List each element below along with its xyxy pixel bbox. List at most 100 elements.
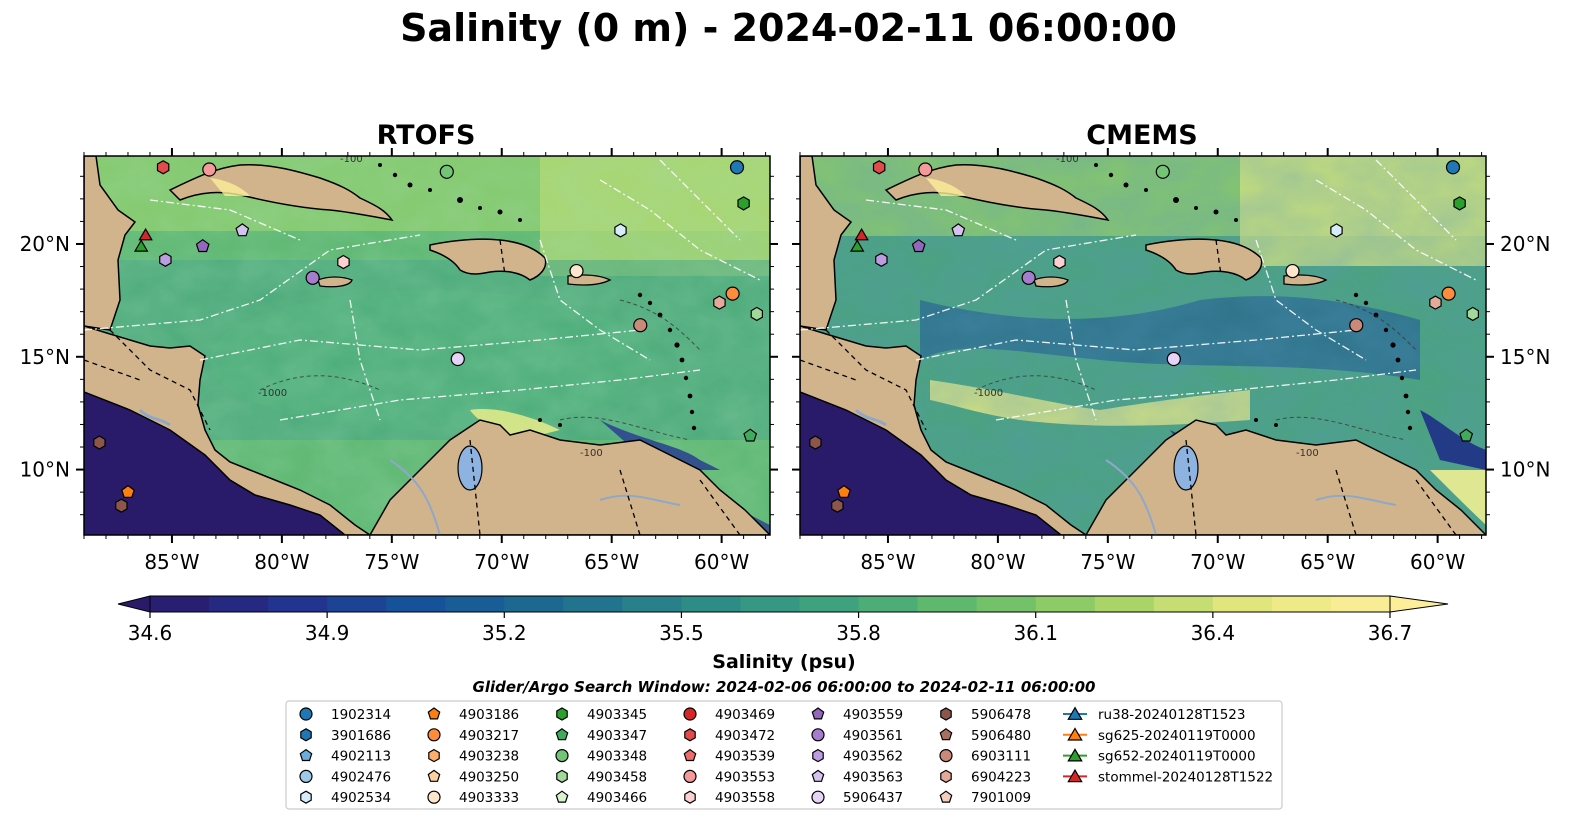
lon-tick-label: 80°W	[254, 550, 309, 574]
platform-marker-6903111	[1349, 318, 1364, 333]
legend-label: sg625-20240119T0000	[1098, 728, 1256, 744]
colorbar-segment	[1271, 596, 1332, 612]
platform-marker-5906478	[93, 435, 106, 450]
lon-tick-label: 70°W	[1190, 550, 1245, 574]
lon-tick-label: 70°W	[474, 550, 529, 574]
platform-marker-4903333	[569, 263, 584, 279]
legend-label: 4903539	[715, 749, 775, 765]
platform-marker-4903562	[875, 252, 888, 267]
legend: 1902314 3901686 4902113 4902476 4902534 49031…	[285, 700, 1283, 810]
colorbar-segment	[1153, 596, 1214, 612]
lake-maracaibo	[457, 445, 483, 491]
colorbar-tick-label: 36.1	[1013, 621, 1058, 645]
platform-marker-3901686	[1453, 196, 1466, 211]
map-axis-ticks: 85°W 80°W 75°W 70°W 65°W 60°W 20°N 15°N 10°N 85°W…	[20, 148, 1550, 574]
legend-label: ru38-20240128T1523	[1098, 707, 1245, 723]
platform-marker-4903458	[750, 306, 764, 322]
search-window-text: Glider/Argo Search Window: 2024-02-06 06…	[473, 678, 1096, 696]
colorbar-segment	[386, 596, 446, 612]
legend-marker	[684, 790, 696, 804]
pacific-ocean	[84, 392, 345, 535]
central-america-land	[800, 325, 1088, 535]
lesser-antilles	[1254, 292, 1413, 431]
colorbar-tick-label: 35.8	[836, 621, 881, 645]
legend-label: 4903186	[459, 707, 519, 723]
legend-marker	[1067, 706, 1083, 720]
lon-tick-label: 60°W	[694, 550, 749, 574]
lon-tick-label: 65°W	[1300, 550, 1355, 574]
legend-marker	[1067, 727, 1083, 741]
platform-marker-5906480	[115, 498, 128, 513]
central-america-land	[84, 325, 372, 535]
colorbar-segment	[681, 596, 741, 612]
lat-tick-label: 15°N	[20, 345, 70, 369]
country-borders	[800, 239, 1457, 535]
cuba-land	[168, 163, 394, 222]
bathymetry-contours	[259, 299, 701, 441]
legend-label: 4903558	[715, 790, 775, 806]
legend-marker	[299, 707, 313, 721]
platform-marker-4903333	[1285, 263, 1300, 279]
legend-label: 4903348	[587, 749, 647, 765]
bathymetry-contours	[975, 299, 1417, 441]
platform-markers-rtofs	[93, 160, 764, 513]
platform-marker-1902314	[729, 160, 745, 175]
legend-marker	[1067, 768, 1083, 783]
colorbar-segment	[209, 596, 269, 612]
legend-marker	[427, 728, 441, 742]
legend-label: 3901686	[331, 728, 391, 744]
colorbar-segment	[622, 596, 682, 612]
legend-marker	[556, 769, 568, 784]
colorbar-segment	[327, 596, 387, 612]
eez-boundaries	[800, 159, 1477, 421]
legend-marker	[556, 707, 568, 721]
platform-marker-4903562	[159, 252, 172, 267]
map-panel-cmems: -1000 -100 -100	[800, 154, 1486, 535]
platform-marker-4903347	[1459, 428, 1474, 442]
platform-marker-4903561	[1021, 270, 1036, 285]
hispaniola-land	[429, 238, 547, 281]
legend-marker	[812, 748, 824, 763]
legend-marker	[427, 707, 441, 720]
colorbar-segment	[976, 596, 1037, 612]
platform-marker-4903347	[743, 428, 758, 442]
platform-marker-4903558	[337, 254, 350, 270]
colorbar-extend-max	[1389, 595, 1449, 613]
colorbar-segment	[445, 596, 505, 612]
legend-marker	[1067, 748, 1083, 762]
contour-label: -100	[1056, 154, 1079, 165]
legend-marker	[939, 790, 953, 803]
panel-title-rtofs: RTOFS	[376, 120, 476, 151]
colorbar-tick-label: 34.6	[128, 621, 173, 645]
platform-marker-4903348	[439, 164, 454, 179]
legend-label: 4902113	[331, 749, 391, 765]
legend-marker	[555, 728, 569, 741]
legend-label: 4903345	[587, 707, 647, 723]
platform-marker-4903472	[156, 160, 170, 175]
country-borders	[84, 239, 741, 535]
lon-tick-label: 75°W	[1080, 550, 1135, 574]
platform-marker-4903186	[837, 484, 851, 498]
legend-label: stommel-20240128T1522	[1098, 769, 1273, 785]
platform-marker-6904223	[1429, 295, 1442, 310]
legend-label: 5906480	[971, 728, 1031, 744]
platform-marker-4903553	[202, 162, 217, 177]
legend-marker	[555, 748, 569, 763]
bahamas-islands	[378, 163, 522, 222]
legend-box	[285, 700, 1283, 810]
lat-tick-label: 20°N	[20, 232, 70, 256]
platform-marker-4903558	[1053, 254, 1066, 270]
colorbar-segment	[917, 596, 978, 612]
legend-label: 4903333	[459, 790, 519, 806]
legend-marker	[811, 707, 825, 720]
colorbar-segment	[799, 596, 860, 612]
platform-marker-stommel-20240128T1522	[138, 227, 153, 241]
legend-label: 4903250	[459, 769, 519, 785]
legend-marker	[811, 790, 825, 804]
lon-tick-label: 60°W	[1410, 550, 1465, 574]
legend-marker	[939, 728, 953, 741]
plume-low-salinity	[600, 420, 720, 470]
contour-label: -100	[580, 448, 603, 459]
colorbar-segment	[1094, 596, 1155, 612]
